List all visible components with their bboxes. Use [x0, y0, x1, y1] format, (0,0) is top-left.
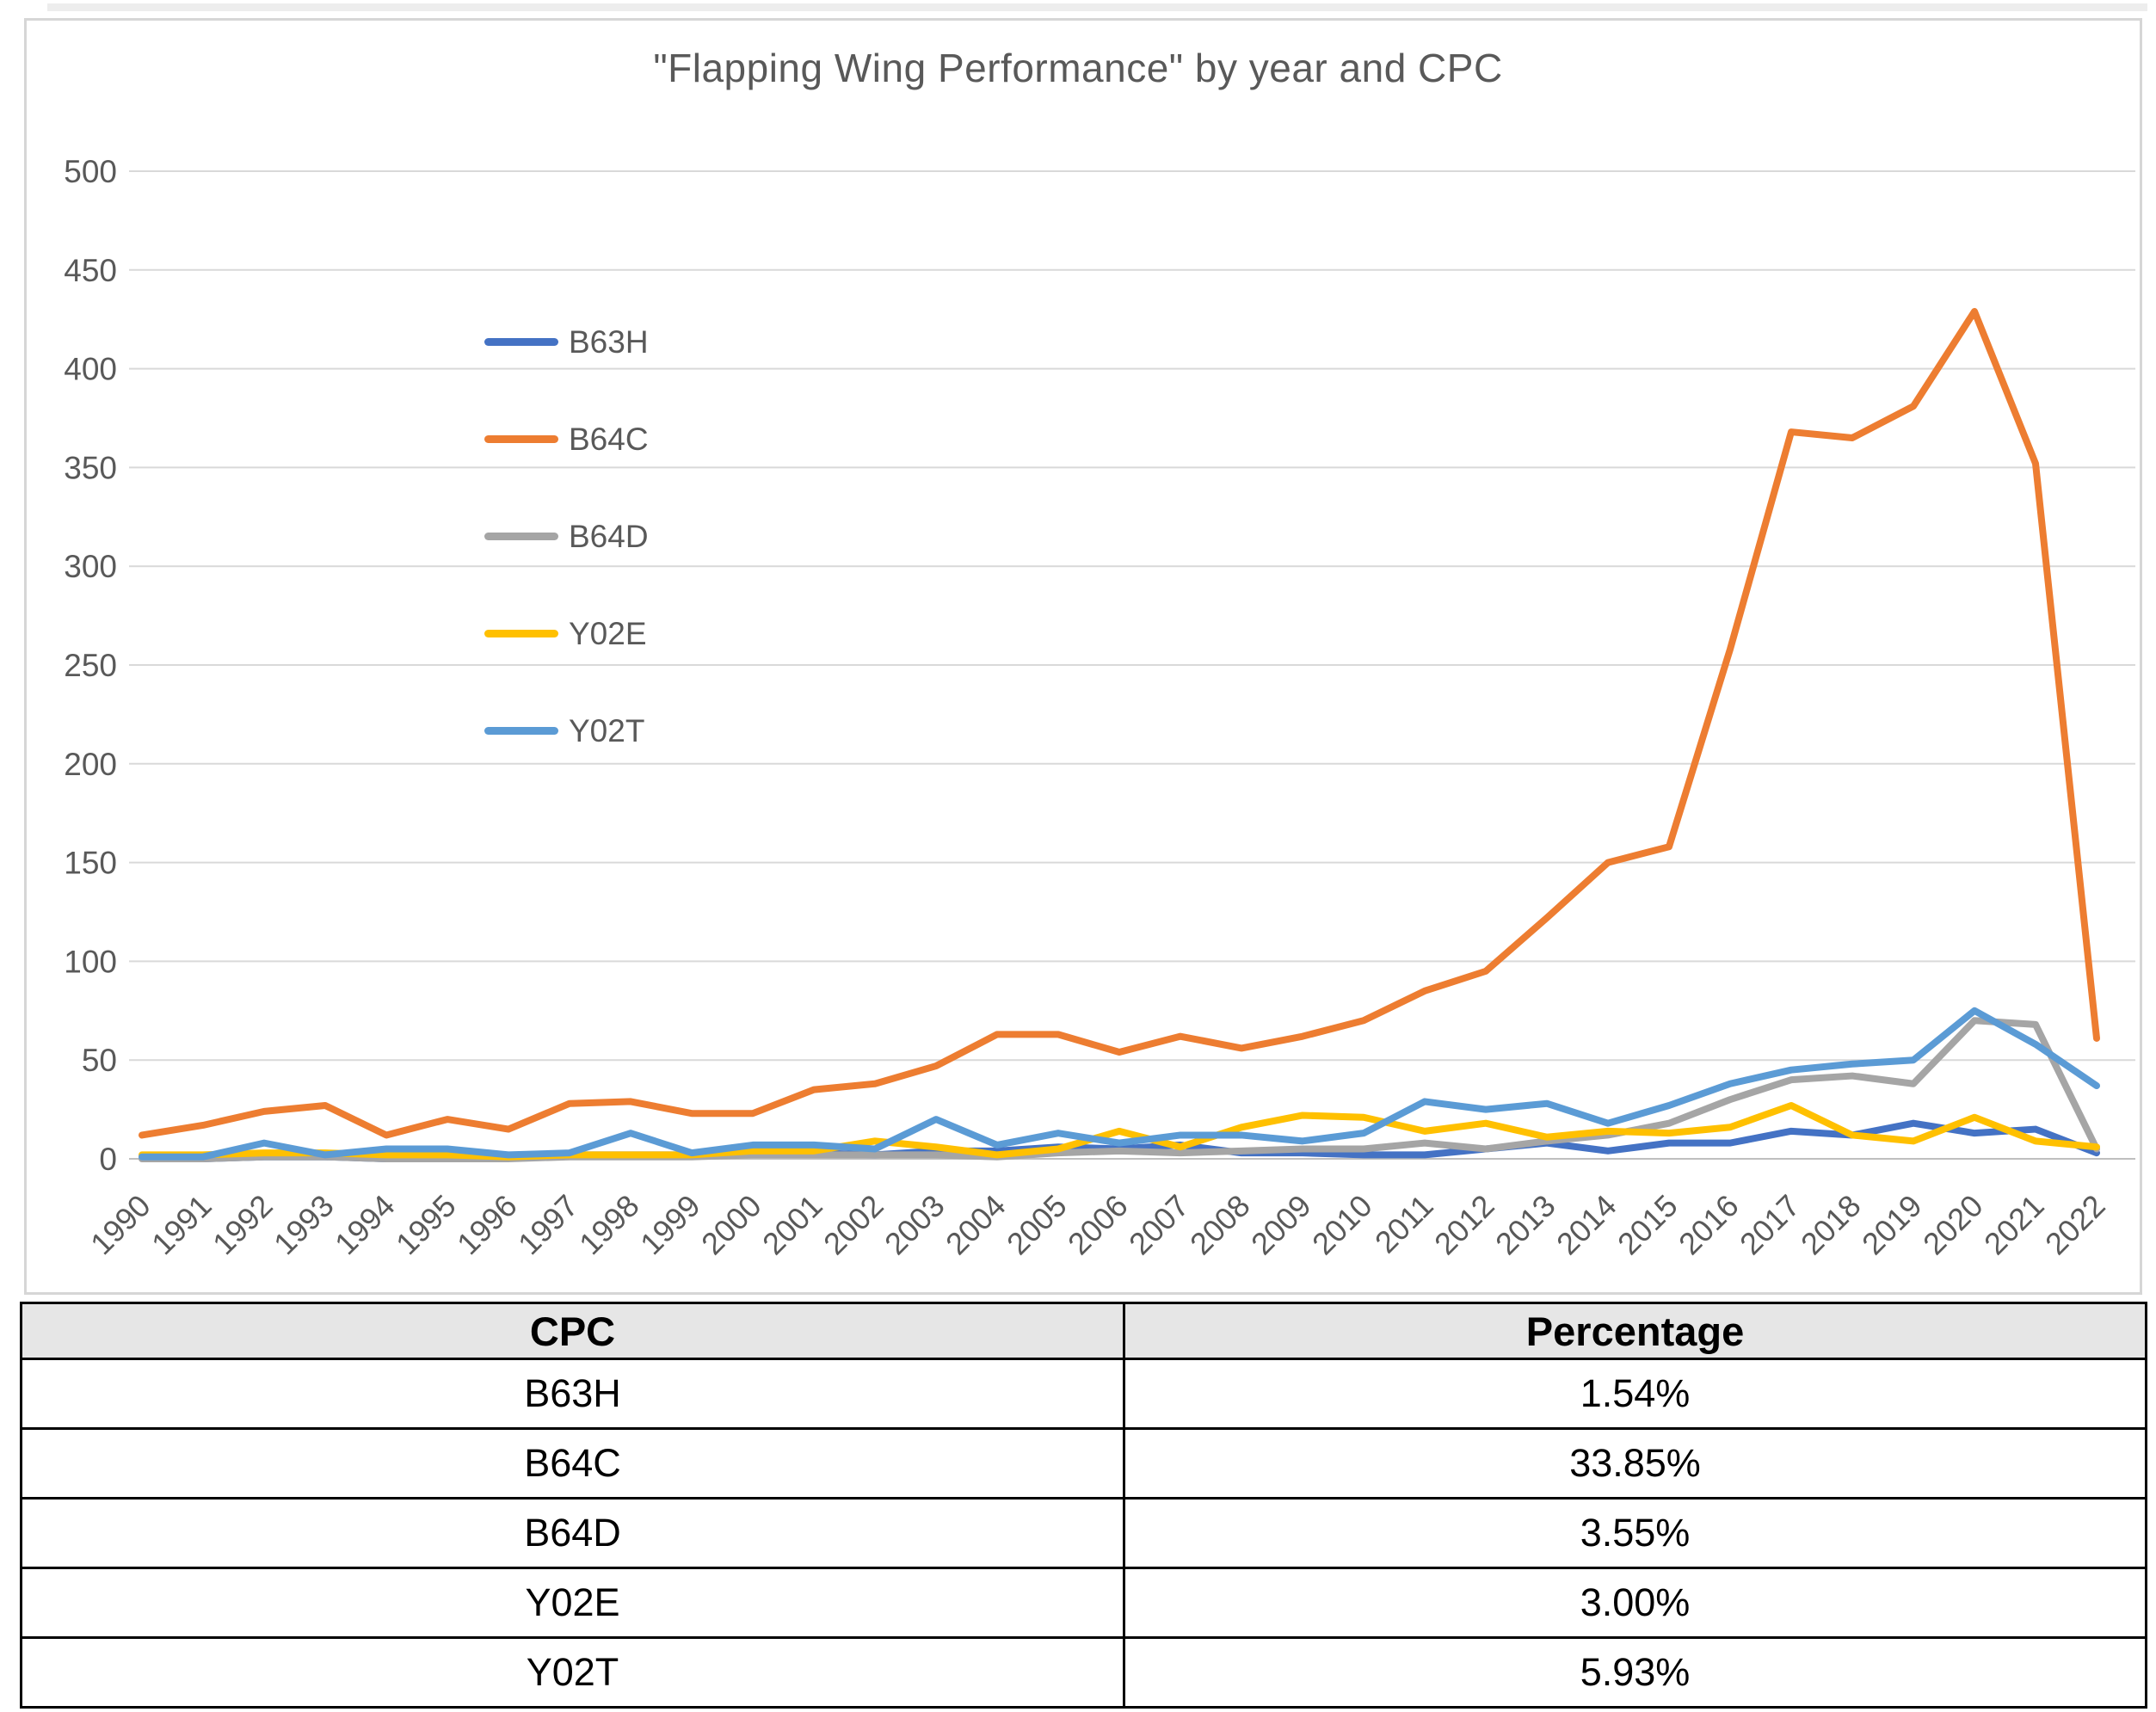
x-tick-label: 2011: [1368, 1188, 1440, 1260]
series-line-Y02E: [139, 1102, 2100, 1161]
x-tick-label: 1991: [145, 1188, 219, 1262]
x-tick-label: 1992: [206, 1188, 280, 1262]
chart-legend: B63H B64C B64D Y02E Y02T: [484, 293, 649, 779]
percentage-cell: 3.55%: [1123, 1497, 2147, 1569]
x-tick-label: 1994: [328, 1188, 402, 1262]
x-tick-label: 2007: [1122, 1188, 1196, 1262]
legend-item-Y02T: Y02T: [484, 682, 649, 779]
x-tick-label: 1998: [572, 1188, 646, 1262]
percentage-cell: 33.85%: [1123, 1427, 2147, 1500]
legend-label: B64C: [569, 421, 649, 457]
x-tick-label: 2000: [694, 1188, 768, 1262]
x-tick-label: 2015: [1611, 1188, 1685, 1262]
series-line-Y02T: [139, 1007, 2100, 1161]
x-tick-label: 2019: [1855, 1188, 1929, 1262]
x-tick-label: 1993: [267, 1188, 341, 1262]
x-tick-label: 2004: [939, 1188, 1013, 1262]
x-tick-label: 2014: [1549, 1188, 1623, 1262]
percentage-cell: 3.00%: [1123, 1567, 2147, 1639]
legend-swatch-icon: [484, 435, 558, 443]
cpc-cell: Y02E: [20, 1567, 1125, 1639]
x-tick-label: 2002: [816, 1188, 890, 1262]
series-line-B64D: [139, 1017, 2100, 1162]
x-tick-label: 2022: [2038, 1188, 2112, 1262]
x-tick-label: 1999: [633, 1188, 707, 1262]
y-tick-label: 300: [64, 549, 117, 584]
cpc-percentage-table: CPC Percentage B63H 1.54% B64C 33.85% B6…: [20, 1302, 2147, 1709]
y-tick-label: 0: [99, 1142, 117, 1177]
x-tick-label: 2003: [878, 1188, 952, 1262]
x-tick-label: 2021: [1977, 1188, 2051, 1262]
percentage-cell: 5.93%: [1123, 1636, 2147, 1709]
table-row: B64C 33.85%: [20, 1427, 2147, 1500]
x-tick-label: 2006: [1061, 1188, 1135, 1262]
x-tick-label: 2016: [1672, 1188, 1746, 1262]
x-tick-label: 2013: [1488, 1188, 1562, 1262]
x-tick-label: 2001: [755, 1188, 829, 1262]
chart-canvas: 0501001502002503003504004505001990199119…: [64, 154, 2135, 1262]
x-tick-label: 2012: [1427, 1188, 1501, 1262]
cpc-cell: B64C: [20, 1427, 1125, 1500]
chart-title: "Flapping Wing Performance" by year and …: [653, 46, 1503, 90]
table-row: Y02E 3.00%: [20, 1567, 2147, 1639]
legend-swatch-icon: [484, 533, 558, 540]
legend-item-B64C: B64C: [484, 391, 649, 488]
table-header-row: CPC Percentage: [20, 1302, 2147, 1360]
legend-swatch-icon: [484, 630, 558, 637]
x-tick-label: 2010: [1305, 1188, 1379, 1262]
table-header-percentage: Percentage: [1123, 1302, 2147, 1360]
legend-label: Y02E: [569, 615, 647, 651]
y-tick-label: 400: [64, 352, 117, 387]
window-top-edge: [47, 3, 2147, 11]
y-tick-label: 100: [64, 944, 117, 979]
legend-item-B63H: B63H: [484, 293, 649, 391]
cpc-cell: B63H: [20, 1358, 1125, 1430]
percentage-cell: 1.54%: [1123, 1358, 2147, 1430]
table-row: B63H 1.54%: [20, 1358, 2147, 1430]
legend-label: Y02T: [569, 712, 645, 748]
x-axis-tick-labels: 1990199119921993199419951996199719981999…: [83, 1188, 2112, 1262]
table-row: Y02T 5.93%: [20, 1636, 2147, 1709]
legend-item-Y02E: Y02E: [484, 585, 649, 682]
table-header-cpc: CPC: [20, 1302, 1125, 1360]
gridlines: [129, 170, 2135, 1160]
legend-swatch-icon: [484, 727, 558, 735]
series-line-B64C: [139, 308, 2100, 1139]
y-tick-label: 200: [64, 747, 117, 782]
x-tick-label: 2020: [1916, 1188, 1990, 1262]
y-tick-label: 450: [64, 253, 117, 288]
x-tick-label: 2005: [1000, 1188, 1074, 1262]
y-tick-label: 50: [82, 1043, 117, 1078]
x-tick-label: 2008: [1183, 1188, 1257, 1262]
legend-item-B64D: B64D: [484, 488, 649, 585]
y-tick-label: 250: [64, 648, 117, 683]
cpc-cell: Y02T: [20, 1636, 1125, 1709]
x-tick-label: 1996: [450, 1188, 524, 1262]
legend-swatch-icon: [484, 338, 558, 346]
table-row: B64D 3.55%: [20, 1497, 2147, 1569]
legend-label: B63H: [569, 323, 649, 360]
x-tick-label: 1990: [83, 1188, 157, 1262]
y-tick-label: 350: [64, 450, 117, 485]
x-tick-label: 2017: [1733, 1188, 1807, 1262]
x-tick-label: 1995: [389, 1188, 463, 1262]
y-tick-label: 500: [64, 154, 117, 189]
x-tick-label: 1997: [511, 1188, 585, 1262]
y-tick-label: 150: [64, 846, 117, 881]
cpc-cell: B64D: [20, 1497, 1125, 1569]
legend-label: B64D: [569, 518, 649, 554]
y-axis-tick-labels: 0 50 100 150 200 250 300 350 400 450 500: [64, 154, 117, 1177]
x-tick-label: 2009: [1244, 1188, 1318, 1262]
x-tick-label: 2018: [1794, 1188, 1868, 1262]
